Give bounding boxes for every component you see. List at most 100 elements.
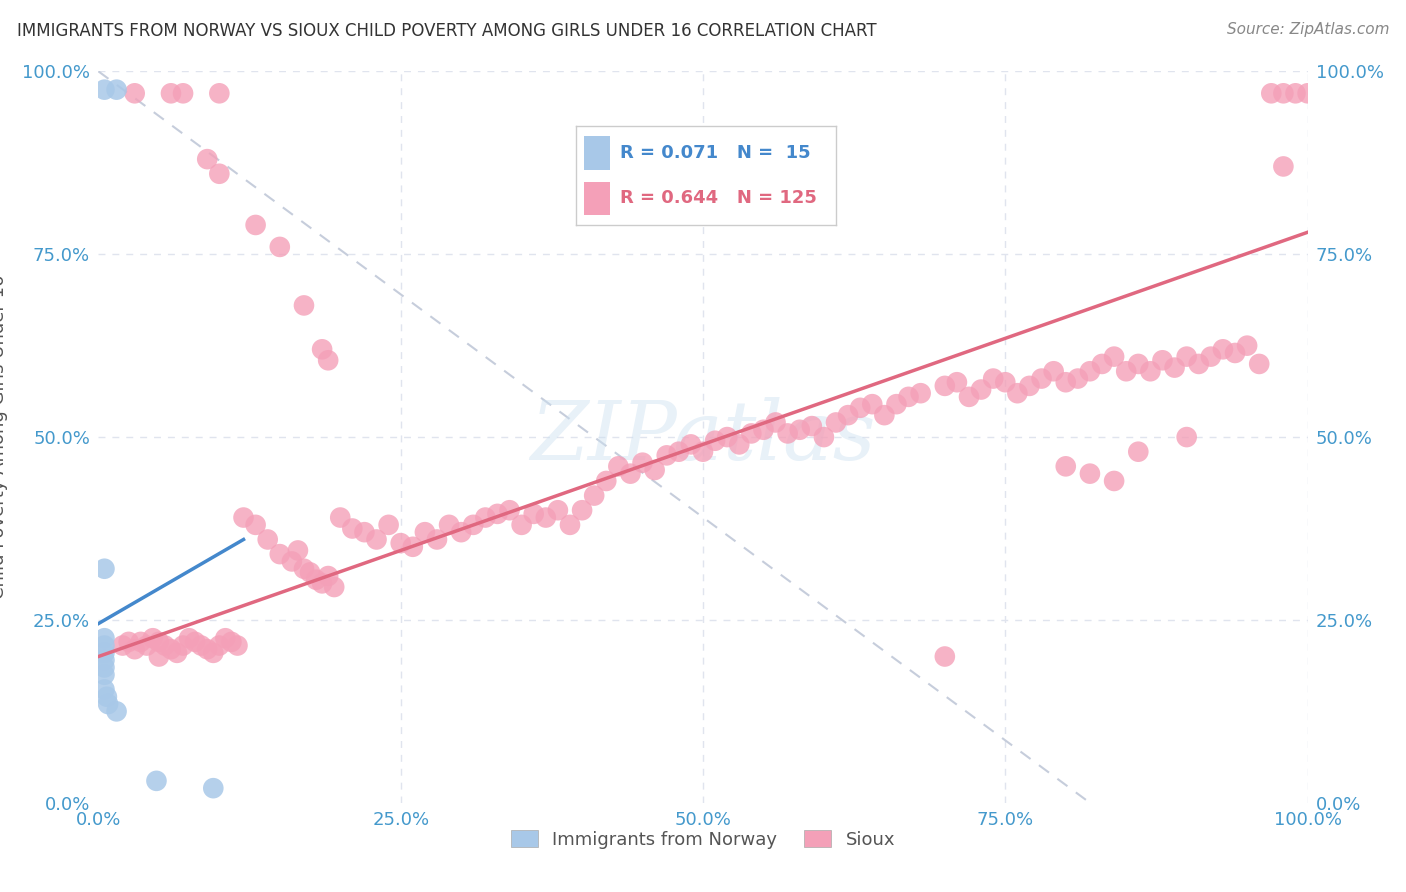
- Point: [619, 467, 641, 481]
- Point: [202, 646, 225, 660]
- Point: [437, 517, 460, 532]
- Point: [97, 697, 120, 711]
- Point: [221, 635, 243, 649]
- Point: [142, 632, 165, 646]
- Point: [256, 533, 278, 547]
- Point: [1272, 160, 1295, 174]
- Point: [208, 639, 231, 653]
- Point: [860, 397, 883, 411]
- Point: [776, 426, 799, 441]
- Point: [226, 639, 249, 653]
- Point: [981, 371, 1004, 385]
- Point: [1128, 357, 1150, 371]
- Point: [179, 632, 201, 646]
- Point: [1175, 350, 1198, 364]
- Point: [148, 635, 170, 649]
- Point: [208, 167, 231, 181]
- Point: [957, 390, 980, 404]
- Point: [172, 87, 194, 101]
- Point: [897, 390, 920, 404]
- Point: [607, 459, 630, 474]
- Point: [450, 525, 472, 540]
- Point: [1199, 350, 1222, 364]
- Point: [692, 444, 714, 458]
- Point: [311, 343, 333, 357]
- Point: [716, 430, 738, 444]
- Point: [93, 660, 115, 674]
- Legend: Immigrants from Norway, Sioux: Immigrants from Norway, Sioux: [503, 823, 903, 856]
- Point: [1042, 364, 1064, 378]
- Point: [311, 576, 333, 591]
- Point: [583, 489, 606, 503]
- Point: [547, 503, 569, 517]
- Point: [195, 152, 218, 166]
- Point: [160, 642, 183, 657]
- Point: [1212, 343, 1234, 357]
- Point: [1102, 474, 1125, 488]
- Point: [994, 376, 1017, 390]
- Point: [498, 503, 520, 517]
- Point: [190, 639, 212, 653]
- Point: [208, 87, 231, 101]
- Point: [1115, 364, 1137, 378]
- Point: [1236, 338, 1258, 352]
- Point: [1091, 357, 1114, 371]
- Point: [704, 434, 727, 448]
- Point: [329, 510, 352, 524]
- Point: [910, 386, 932, 401]
- Point: [269, 547, 291, 561]
- Point: [595, 474, 617, 488]
- Point: [129, 635, 152, 649]
- Point: [1163, 360, 1185, 375]
- Point: [946, 376, 969, 390]
- Point: [299, 566, 322, 580]
- Point: [93, 639, 115, 653]
- Point: [172, 639, 194, 653]
- Point: [316, 353, 339, 368]
- Point: [1260, 87, 1282, 101]
- Point: [644, 463, 666, 477]
- Point: [93, 653, 115, 667]
- Point: [135, 639, 157, 653]
- Text: Source: ZipAtlas.com: Source: ZipAtlas.com: [1226, 22, 1389, 37]
- Point: [970, 383, 993, 397]
- Point: [886, 397, 908, 411]
- Point: [631, 456, 654, 470]
- Point: [1018, 379, 1040, 393]
- Point: [813, 430, 835, 444]
- Point: [1175, 430, 1198, 444]
- Point: [366, 533, 388, 547]
- Point: [679, 437, 702, 451]
- Point: [1272, 87, 1295, 101]
- Point: [1139, 364, 1161, 378]
- Point: [1007, 386, 1029, 401]
- Point: [849, 401, 872, 415]
- Point: [269, 240, 291, 254]
- Point: [153, 639, 176, 653]
- Point: [765, 416, 787, 430]
- Point: [184, 635, 207, 649]
- Point: [93, 682, 115, 697]
- Point: [124, 642, 146, 657]
- Point: [474, 510, 496, 524]
- Point: [111, 639, 134, 653]
- Point: [316, 569, 339, 583]
- Point: [195, 642, 218, 657]
- Point: [145, 773, 167, 788]
- Point: [463, 517, 485, 532]
- Point: [1284, 87, 1306, 101]
- Point: [93, 646, 115, 660]
- Point: [105, 705, 128, 719]
- Point: [1102, 350, 1125, 364]
- Text: ZIPatlas: ZIPatlas: [530, 397, 876, 477]
- Point: [93, 667, 115, 681]
- Point: [873, 408, 896, 422]
- Point: [214, 632, 236, 646]
- Point: [245, 218, 267, 232]
- Point: [232, 510, 254, 524]
- Point: [166, 646, 188, 660]
- Point: [342, 521, 364, 535]
- Point: [93, 562, 115, 576]
- Point: [292, 298, 315, 312]
- Point: [96, 690, 118, 704]
